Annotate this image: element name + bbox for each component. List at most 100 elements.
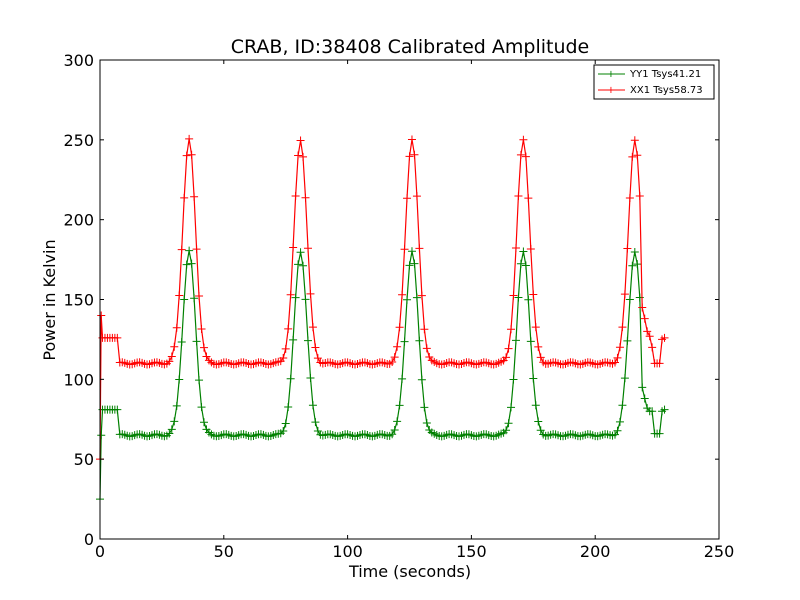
data-point — [405, 261, 414, 270]
data-point — [180, 295, 189, 304]
data-point — [286, 374, 295, 383]
legend-label-xx1: XX1 Tsys58.73 — [630, 85, 703, 96]
data-point — [291, 293, 300, 302]
data-point — [195, 292, 204, 301]
data-point — [628, 152, 637, 161]
data-point — [417, 291, 426, 300]
data-point — [167, 425, 176, 434]
data-point — [615, 343, 624, 352]
data-point — [197, 324, 206, 333]
data-point — [611, 358, 620, 367]
x-axis-title: Time (seconds) — [348, 562, 471, 581]
data-point — [199, 418, 208, 427]
data-point — [403, 194, 412, 203]
data-point — [187, 259, 196, 268]
data-point — [192, 245, 201, 254]
data-point — [412, 293, 421, 302]
plot-area — [96, 134, 669, 504]
data-point — [195, 376, 204, 385]
data-point — [660, 405, 669, 414]
data-point — [507, 403, 516, 412]
legend-label-yy1: YY1 Tsys41.21 — [629, 69, 701, 80]
x-tick-label: 150 — [456, 542, 487, 561]
data-point — [640, 314, 649, 323]
data-point — [514, 192, 523, 201]
data-point — [415, 336, 424, 345]
data-point — [635, 191, 644, 200]
data-point — [294, 260, 303, 269]
data-point — [618, 323, 627, 332]
y-tick-label: 100 — [63, 370, 94, 389]
data-point — [185, 134, 194, 143]
data-point — [638, 303, 647, 312]
x-tick-label: 250 — [704, 542, 735, 561]
data-point — [165, 357, 174, 366]
data-point — [618, 401, 627, 410]
data-point — [630, 248, 639, 257]
y-tick-label: 250 — [63, 131, 94, 150]
data-point — [182, 151, 191, 160]
data-point — [502, 426, 511, 435]
data-point — [172, 323, 181, 332]
data-point — [511, 336, 520, 345]
data-point — [511, 244, 520, 253]
data-point — [395, 401, 404, 410]
data-point — [502, 353, 511, 362]
data-point — [113, 333, 122, 342]
data-point — [172, 401, 181, 410]
data-point — [400, 337, 409, 346]
data-point — [422, 344, 431, 353]
data-point — [291, 192, 300, 201]
data-point — [648, 343, 657, 352]
data-point — [531, 401, 540, 410]
chart-title: CRAB, ID:38408 Calibrated Amplitude — [231, 36, 590, 58]
y-tick-label: 300 — [63, 51, 94, 70]
data-point — [279, 426, 288, 435]
data-point — [516, 150, 525, 159]
legend-marker-yy1: + — [607, 69, 615, 80]
axis-ticks: 0 50 100 150 200 250 0 50 100 150 200 250 300 — [63, 51, 734, 561]
data-point — [504, 344, 513, 353]
y-tick-label: 150 — [63, 291, 94, 310]
data-point — [311, 343, 320, 352]
y-tick-label: 200 — [63, 211, 94, 230]
data-point — [407, 247, 416, 256]
data-point — [308, 401, 317, 410]
data-point — [420, 325, 429, 334]
data-point — [645, 332, 654, 341]
data-point — [655, 359, 664, 368]
data-point — [613, 353, 622, 362]
data-point — [165, 429, 174, 438]
data-point — [536, 353, 545, 362]
data-point — [415, 244, 424, 253]
data-point — [521, 261, 530, 270]
data-point — [504, 419, 513, 428]
y-tick-label: 50 — [74, 450, 94, 469]
data-point — [507, 325, 516, 334]
y-axis-title: Power in Kelvin — [40, 239, 59, 360]
data-point — [286, 290, 295, 299]
data-point — [400, 245, 409, 254]
data-point — [308, 323, 317, 332]
data-point — [615, 417, 624, 426]
data-point — [175, 375, 184, 384]
data-point — [192, 337, 201, 346]
data-point — [648, 407, 657, 416]
data-point — [303, 244, 312, 253]
data-point — [182, 260, 191, 269]
legend-marker-xx1: + — [607, 85, 615, 96]
data-point — [519, 247, 528, 256]
data-point — [284, 403, 293, 412]
data-point — [410, 150, 419, 159]
data-point — [625, 295, 634, 304]
data-point — [623, 336, 632, 345]
data-point — [516, 259, 525, 268]
data-point — [281, 344, 290, 353]
legend-box — [593, 64, 715, 100]
data-point — [279, 354, 288, 363]
data-point — [390, 426, 399, 435]
data-point — [113, 405, 122, 414]
data-point — [526, 245, 535, 254]
data-point — [185, 246, 194, 255]
